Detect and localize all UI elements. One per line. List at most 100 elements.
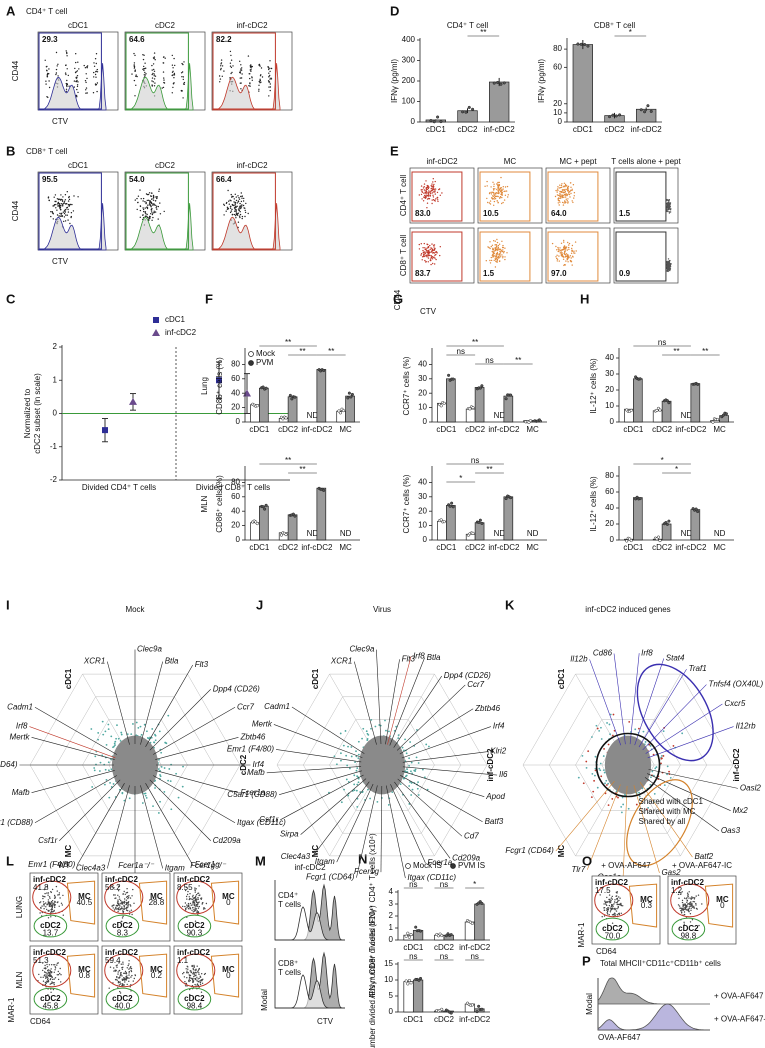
- significance-label: *: [473, 880, 476, 889]
- y-axis-label: CCR7⁺ cells (%): [402, 474, 411, 533]
- event-dot: [47, 969, 49, 972]
- event-dot: [128, 980, 130, 982]
- event-dot: [485, 260, 487, 262]
- gene-dot: [594, 755, 597, 758]
- event-dot: [163, 210, 165, 213]
- event-dot: [57, 978, 60, 981]
- gene-dot: [397, 737, 400, 739]
- event-dot: [241, 205, 243, 207]
- event-dot: [603, 915, 606, 917]
- gene-pointer: [399, 708, 474, 755]
- event-dot: [126, 888, 128, 890]
- event-dot: [63, 200, 66, 202]
- histogram: [124, 203, 194, 251]
- event-dot: [425, 180, 427, 182]
- event-dot: [237, 214, 239, 216]
- event-dot: [230, 210, 233, 212]
- event-dot: [619, 897, 621, 899]
- event-dot: [499, 252, 501, 255]
- event-dot: [427, 255, 429, 257]
- gene-pointer: [155, 736, 239, 760]
- event-dot: [219, 78, 222, 80]
- event-dot: [66, 83, 68, 85]
- event-dot: [424, 190, 426, 192]
- panel-label: I: [6, 597, 10, 612]
- event-dot: [434, 254, 436, 256]
- gene-dot: [660, 757, 663, 760]
- event-dot: [60, 974, 62, 976]
- gene-dot: [611, 798, 614, 800]
- event-dot: [554, 195, 557, 198]
- gate-name: inf-cDC2: [105, 875, 138, 884]
- replicate-dot: [618, 113, 622, 117]
- event-dot: [426, 249, 428, 252]
- event-dot: [153, 52, 156, 54]
- event-dot: [239, 208, 241, 210]
- event-dot: [617, 903, 619, 906]
- gene-label: Il6: [499, 770, 508, 779]
- y-axis-label: Modal: [260, 989, 269, 1011]
- event-dot: [186, 893, 189, 896]
- event-dot: [557, 250, 559, 253]
- x-tick-label: cDC2: [278, 425, 299, 434]
- event-dot: [150, 192, 153, 194]
- legend-marker: [153, 317, 159, 323]
- event-dot: [200, 979, 202, 982]
- event-dot: [430, 251, 433, 253]
- event-dot: [60, 212, 63, 215]
- event-dot: [441, 192, 443, 194]
- significance-label: ns: [457, 347, 465, 356]
- event-dot: [605, 901, 608, 903]
- event-dot: [695, 902, 697, 905]
- event-dot: [229, 62, 232, 64]
- gene-dot: [681, 732, 684, 735]
- gene-pointer: [356, 785, 378, 878]
- event-dot: [683, 923, 685, 925]
- y-tick-label: 20: [553, 99, 562, 108]
- event-dot: [562, 196, 564, 199]
- event-dot: [566, 188, 568, 191]
- event-dot: [116, 979, 118, 981]
- gene-label: Oasl2: [740, 783, 761, 792]
- event-dot: [119, 983, 122, 985]
- replicate-dot: [464, 110, 468, 114]
- event-dot: [128, 960, 130, 962]
- event-dot: [489, 200, 492, 202]
- column-header: inf-cDC2: [426, 157, 458, 166]
- event-dot: [688, 906, 690, 908]
- gene-dot: [607, 804, 610, 807]
- event-dot: [226, 206, 229, 208]
- replicate-dot: [255, 522, 259, 526]
- gene-dot: [121, 791, 124, 794]
- gate-value: 1.2: [671, 886, 683, 895]
- event-dot: [614, 914, 616, 917]
- gate: [38, 32, 102, 110]
- event-dot: [57, 974, 60, 976]
- event-dot: [506, 252, 508, 254]
- plot-label: CD4⁺: [278, 891, 298, 900]
- gate-value: 66.4: [216, 175, 232, 184]
- panel-title: inf-cDC2 induced genes: [585, 605, 670, 614]
- gene-dot: [177, 796, 180, 799]
- bar: [259, 505, 269, 541]
- event-dot: [692, 897, 694, 899]
- panel-label: M: [255, 853, 266, 868]
- gate-value: 40.0: [115, 1002, 131, 1011]
- gate-name: MC: [640, 895, 653, 904]
- event-dot: [45, 83, 47, 85]
- event-dot: [693, 898, 696, 900]
- replicate-dot: [638, 497, 642, 501]
- event-dot: [680, 912, 683, 914]
- event-dot: [438, 188, 440, 191]
- event-dot: [570, 257, 572, 259]
- gene-dot: [606, 722, 608, 724]
- histogram: [597, 1003, 710, 1031]
- event-dot: [431, 199, 433, 201]
- plot-label: CD8⁺: [278, 959, 298, 968]
- significance-label: **: [285, 338, 291, 347]
- column-header: + OVA-AF647: [601, 861, 651, 870]
- replicate-dot: [665, 399, 669, 403]
- event-dot: [686, 892, 689, 894]
- gene-dot: [168, 768, 171, 770]
- event-dot: [564, 191, 566, 194]
